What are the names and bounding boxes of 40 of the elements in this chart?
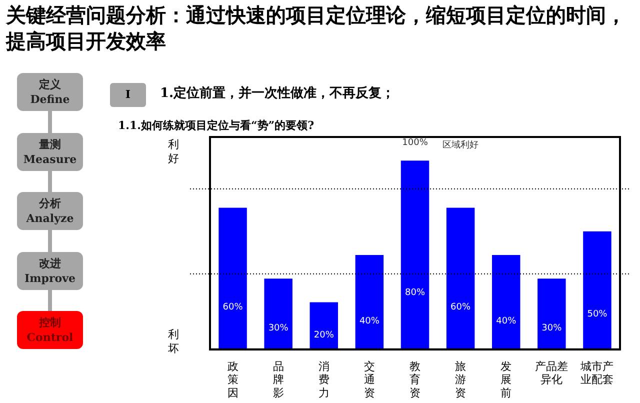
- text: 1.1.如何练就项目定位与看“势”的要领?: [118, 118, 314, 133]
- x-tick-label: 政策因: [227, 360, 238, 400]
- data-label: 30%: [542, 324, 562, 334]
- x-tick-label: 产品差异化: [535, 360, 568, 386]
- bar: [310, 302, 338, 350]
- data-label: 60%: [450, 302, 471, 312]
- x-tick-label: 旅游资: [455, 360, 466, 400]
- bar: [583, 231, 612, 350]
- step-box: 控制 Control: [17, 311, 83, 349]
- chart-subtitle: 1.定位前置，并一次性做准，不再反复；: [160, 84, 395, 102]
- x-tick-label: 城市产业配套: [580, 360, 614, 386]
- step-box: 改进 Improve: [17, 252, 83, 290]
- step-box: 分析 Analyze: [17, 192, 83, 230]
- x-tick-label: 品牌影: [272, 360, 284, 400]
- chart-title: 关键经营问题分析：通过快速的项目定位理论，缩短项目定位的时间，提高项目开发效率: [6, 2, 627, 54]
- x-tick-label: 教育资: [410, 360, 420, 400]
- text: 利好: [168, 138, 180, 166]
- bar: [446, 208, 475, 350]
- text: I: [110, 83, 146, 107]
- data-label: 20%: [314, 330, 334, 341]
- bar: [264, 278, 292, 350]
- data-label: 40%: [496, 316, 517, 326]
- step-box: 量测 Measure: [17, 132, 83, 170]
- bar: [492, 255, 520, 350]
- data-label: 60%: [222, 302, 244, 312]
- data-label: 80%: [404, 288, 426, 298]
- text: 100%: [402, 138, 428, 148]
- bar: [218, 208, 247, 350]
- bar: [400, 160, 430, 350]
- text: 区域利好: [442, 139, 479, 150]
- data-label: 50%: [587, 309, 608, 320]
- step-box: 定义 Define: [17, 73, 83, 111]
- x-tick-label: 交通资: [364, 360, 375, 400]
- data-label: 30%: [268, 324, 289, 334]
- x-tick-label: 消费力: [318, 360, 330, 400]
- bar: [538, 278, 566, 350]
- x-tick-label: 发展前: [500, 360, 512, 400]
- bar: [355, 255, 384, 350]
- data-label: 40%: [359, 316, 380, 326]
- text: 利坏: [168, 328, 180, 356]
